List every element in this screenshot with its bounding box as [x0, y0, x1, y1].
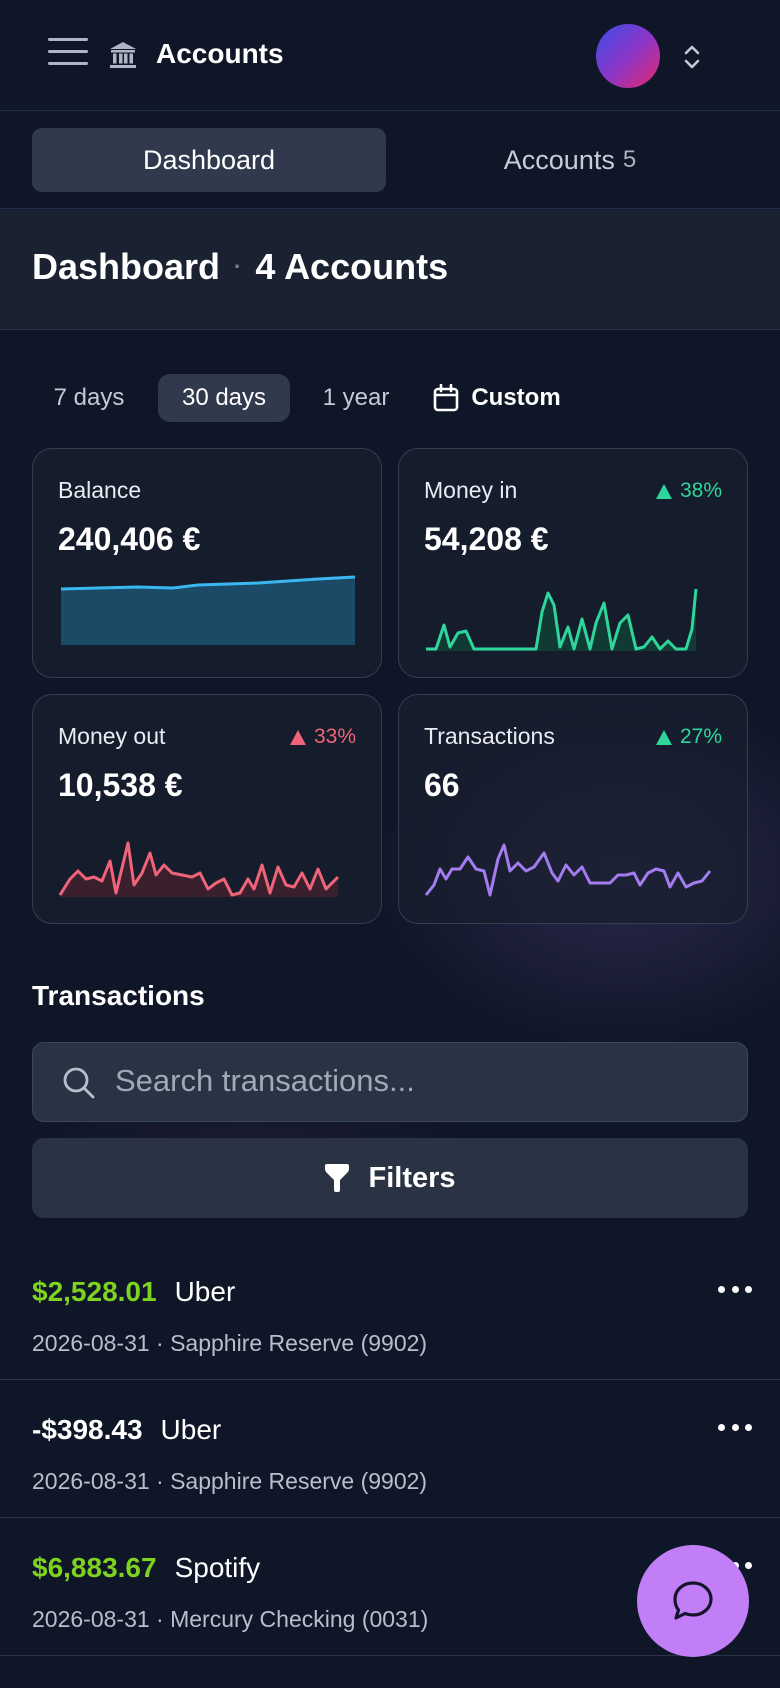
transaction-row[interactable]: $2,528.01 Uber 2026-08-31 · Sapphire Res… [0, 1242, 780, 1380]
trend-up-icon [289, 729, 306, 745]
range-custom[interactable]: Custom [422, 374, 572, 422]
delta-value: 27% [679, 725, 722, 748]
transaction-merchant: Spotify [174, 1552, 261, 1583]
chat-button[interactable] [637, 1545, 749, 1657]
card-label: Balance [58, 477, 142, 503]
page-subtitle: 4 Accounts [255, 246, 449, 287]
range-30-days[interactable]: 30 days [158, 374, 290, 422]
transaction-row[interactable]: -$398.43 Uber 2026-08-31 · Sapphire Rese… [0, 1380, 780, 1518]
card-label: Transactions [424, 723, 555, 749]
transaction-amount: -$398.43 [32, 1414, 143, 1445]
range-1-year[interactable]: 1 year [302, 374, 410, 422]
transactions-card[interactable]: Transactions 27% 66 [398, 694, 748, 924]
tab-accounts[interactable]: Accounts 5 [393, 128, 747, 192]
money-out-sparkline [58, 841, 340, 897]
search-bar [32, 1042, 748, 1122]
tab-dashboard[interactable]: Dashboard [32, 128, 386, 192]
card-value: 10,538 € [58, 767, 183, 803]
transactions-sparkline [424, 843, 712, 897]
chevron-up-down-icon[interactable] [681, 42, 703, 72]
search-input[interactable] [115, 1043, 715, 1119]
card-label: Money in [424, 477, 518, 503]
range-label: 1 year [322, 384, 390, 411]
transaction-meta: 2026-08-31 · Sapphire Reserve (9902) [32, 1468, 428, 1494]
search-icon [63, 1067, 95, 1099]
money-in-sparkline [426, 588, 698, 651]
balance-card[interactable]: Balance 240,406 € [32, 448, 382, 678]
tab-bar: Dashboard Accounts 5 [0, 111, 780, 209]
top-bar: Accounts [0, 0, 780, 111]
range-label: Custom [471, 384, 561, 411]
app-title: Accounts [156, 38, 284, 69]
transaction-meta: 2026-08-31 · Mercury Checking (0031) [32, 1606, 429, 1632]
filter-icon [325, 1164, 350, 1192]
page-title: Dashboard [32, 246, 221, 287]
trend-up-icon [655, 729, 672, 745]
filters-button[interactable]: Filters [32, 1138, 748, 1218]
money-in-card[interactable]: Money in 38% 54,208 € [398, 448, 748, 678]
trend-up-icon [655, 483, 672, 499]
card-value: 240,406 € [58, 521, 201, 557]
hamburger-icon[interactable] [48, 38, 88, 70]
transaction-amount: $6,883.67 [32, 1552, 157, 1583]
page-header: Dashboard · 4 Accounts [0, 210, 780, 330]
transaction-meta: 2026-08-31 · Sapphire Reserve (9902) [32, 1330, 428, 1356]
transaction-merchant: Uber [174, 1276, 236, 1307]
more-options-icon[interactable] [718, 1424, 752, 1434]
balance-sparkline [60, 575, 356, 645]
transaction-merchant: Uber [160, 1414, 222, 1445]
delta-badge: 38% [655, 479, 722, 503]
separator-dot: · [234, 254, 242, 279]
calendar-icon [434, 384, 459, 412]
transactions-heading: Transactions [32, 980, 205, 1011]
transaction-row[interactable]: $6,883.67 Spotify 2026-08-31 · Mercury C… [0, 1518, 780, 1656]
tab-count: 5 [622, 146, 637, 173]
range-label: 30 days [181, 384, 267, 411]
range-7-days[interactable]: 7 days [32, 374, 146, 422]
tab-label: Dashboard [142, 144, 276, 175]
delta-value: 38% [679, 479, 722, 502]
tab-label: Accounts [503, 144, 615, 175]
card-value: 66 [424, 767, 460, 803]
delta-badge: 27% [655, 725, 722, 749]
range-label: 7 days [53, 384, 125, 411]
card-label: Money out [58, 723, 166, 749]
card-value: 54,208 € [424, 521, 549, 557]
delta-badge: 33% [289, 725, 356, 749]
delta-value: 33% [313, 725, 356, 748]
transaction-amount: $2,528.01 [32, 1276, 157, 1307]
avatar[interactable] [596, 24, 660, 88]
more-options-icon[interactable] [718, 1286, 752, 1296]
bank-icon [110, 42, 136, 68]
filters-label: Filters [368, 1161, 456, 1194]
chat-bubble-icon [673, 1581, 713, 1620]
money-out-card[interactable]: Money out 33% 10,538 € [32, 694, 382, 924]
